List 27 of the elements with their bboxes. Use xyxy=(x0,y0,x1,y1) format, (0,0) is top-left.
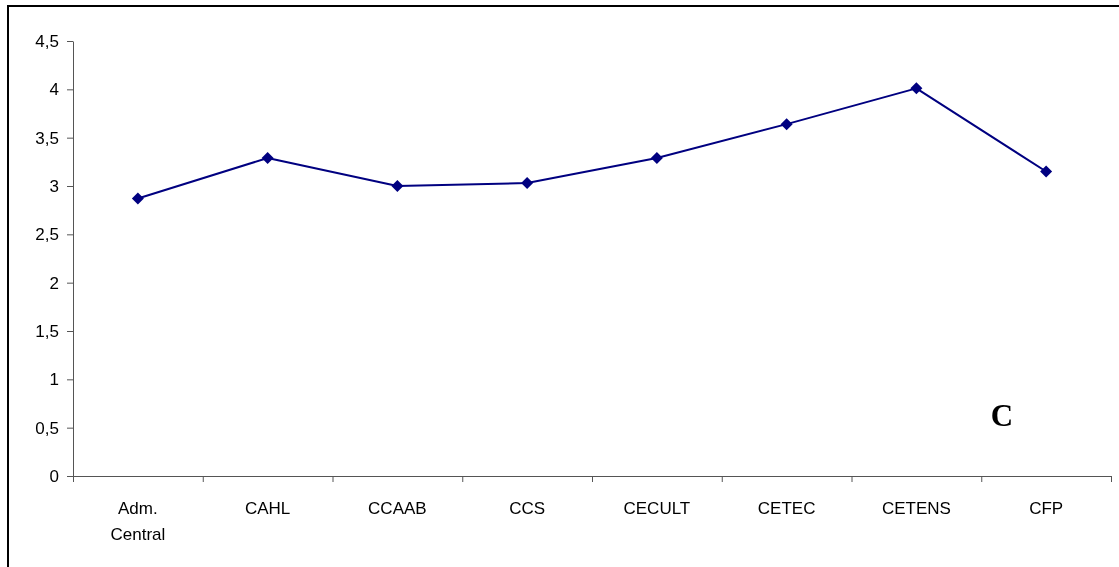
point xyxy=(391,180,404,192)
annotation: C xyxy=(990,398,1014,433)
x-tick-label: CCAAB xyxy=(368,499,427,518)
y-tick-label: 4,5 xyxy=(35,31,59,51)
y-tick-label: 2,5 xyxy=(35,225,59,245)
y-tick-label: 4 xyxy=(49,80,59,100)
y-tick-label: 0,5 xyxy=(35,418,59,438)
y-tick-label: 1,5 xyxy=(35,321,59,341)
point xyxy=(910,82,923,95)
point xyxy=(261,151,274,164)
point xyxy=(1040,165,1053,178)
x-tick-label: CFP xyxy=(1029,499,1064,518)
point xyxy=(521,177,534,190)
x-tick-label: CETEC xyxy=(757,499,816,518)
y-tick-label: 2 xyxy=(49,273,59,293)
x-tick-label: CCS xyxy=(509,499,546,518)
y-tick-label: 1 xyxy=(49,370,59,390)
point xyxy=(780,118,793,131)
y-tick-label: 0 xyxy=(49,466,59,486)
x-tick-label: CECULT xyxy=(623,499,691,518)
x-tick-label: CAHL xyxy=(244,499,291,518)
point xyxy=(650,151,663,164)
y-tick-label: 3 xyxy=(49,176,59,196)
x-tick-label: CETENS xyxy=(881,499,951,518)
x-tick-label: Adm. Central xyxy=(110,499,166,544)
y-tick-label: 3,5 xyxy=(35,128,59,148)
point xyxy=(131,192,144,205)
